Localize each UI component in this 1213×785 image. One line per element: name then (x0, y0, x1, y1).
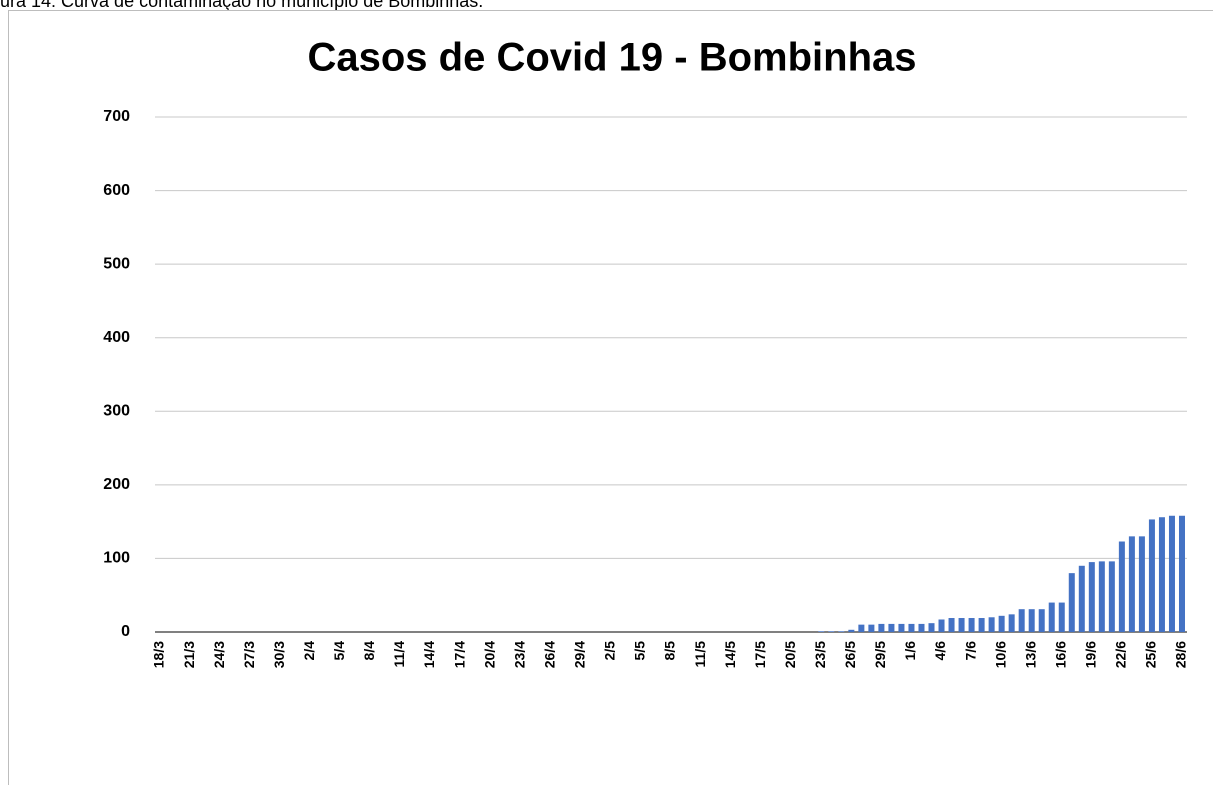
bar (1088, 562, 1095, 632)
x-tick-label: 21/3 (181, 641, 197, 668)
bar (1148, 519, 1155, 632)
bar (1078, 565, 1085, 632)
y-tick-label: 500 (103, 255, 130, 272)
x-tick-label: 20/4 (481, 641, 497, 668)
x-tick-label: 18/3 (151, 641, 167, 668)
x-tick-label: 11/5 (692, 641, 708, 668)
bar (1068, 573, 1075, 632)
bar (848, 629, 855, 632)
bar (978, 618, 985, 632)
x-tick-label: 16/6 (1052, 641, 1068, 668)
x-tick-label: 19/6 (1083, 641, 1099, 668)
bar (1108, 561, 1115, 632)
bar (1178, 515, 1185, 632)
bar (888, 623, 895, 632)
bar (1038, 609, 1045, 632)
bar (868, 624, 875, 632)
y-tick-label: 200 (103, 476, 130, 493)
x-tick-label: 17/4 (451, 641, 467, 668)
bar (1158, 517, 1165, 632)
bar (968, 618, 975, 632)
y-tick-label: 300 (103, 403, 130, 420)
bar (938, 619, 945, 632)
x-tick-label: 30/3 (271, 641, 287, 668)
x-tick-label: 17/5 (752, 641, 768, 668)
bar (818, 631, 825, 632)
x-tick-label: 11/4 (391, 641, 407, 668)
bar (1008, 614, 1015, 632)
x-tick-label: 20/5 (782, 641, 798, 668)
bar (828, 631, 835, 632)
x-tick-label: 5/5 (632, 641, 648, 661)
y-tick-label: 100 (103, 550, 130, 567)
y-tick-label: 400 (103, 329, 130, 346)
x-tick-label: 26/4 (541, 641, 557, 668)
bar (1028, 609, 1035, 632)
x-tick-label: 29/4 (572, 641, 588, 668)
x-tick-label: 2/5 (602, 641, 618, 661)
bar (988, 617, 995, 632)
x-tick-label: 22/6 (1113, 641, 1129, 668)
x-tick-label: 25/6 (1143, 641, 1159, 668)
bar (1018, 609, 1025, 632)
bar (878, 623, 885, 632)
y-tick-label: 700 (103, 108, 130, 125)
bar (1128, 536, 1135, 632)
x-tick-label: 14/4 (421, 641, 437, 668)
x-tick-label: 1/6 (902, 641, 918, 661)
x-tick-label: 14/5 (722, 641, 738, 668)
bar (1168, 515, 1175, 632)
x-tick-label: 23/5 (812, 641, 828, 668)
x-tick-label: 10/6 (992, 641, 1008, 668)
bar (1048, 602, 1055, 632)
y-tick-label: 0 (121, 623, 130, 640)
bar (908, 623, 915, 632)
x-tick-label: 24/3 (211, 641, 227, 668)
x-tick-label: 28/6 (1173, 641, 1189, 668)
x-tick-label: 5/4 (331, 641, 347, 661)
x-tick-label: 27/3 (241, 641, 257, 668)
bar (1058, 602, 1065, 632)
bar (1098, 561, 1105, 632)
bar (958, 618, 965, 632)
bar (858, 624, 865, 632)
bar (998, 615, 1005, 632)
bar (948, 618, 955, 632)
x-tick-label: 29/5 (872, 641, 888, 668)
y-tick-label: 600 (103, 182, 130, 199)
x-tick-label: 8/4 (361, 641, 377, 661)
bar (918, 623, 925, 632)
chart-title: Casos de Covid 19 - Bombinhas (307, 36, 916, 80)
bar (898, 623, 905, 632)
bar (928, 623, 935, 632)
caption: ura 14: Curva de contaminação no municíp… (0, 0, 483, 11)
x-tick-label: 8/5 (662, 641, 678, 661)
x-tick-label: 13/6 (1022, 641, 1038, 668)
bar (1138, 536, 1145, 632)
x-tick-label: 7/6 (962, 641, 978, 661)
x-tick-label: 2/4 (301, 641, 317, 661)
x-tick-label: 26/5 (842, 641, 858, 668)
x-tick-label: 4/6 (932, 641, 948, 661)
x-tick-label: 23/4 (511, 641, 527, 668)
bar (1118, 541, 1125, 632)
bar (838, 631, 845, 632)
